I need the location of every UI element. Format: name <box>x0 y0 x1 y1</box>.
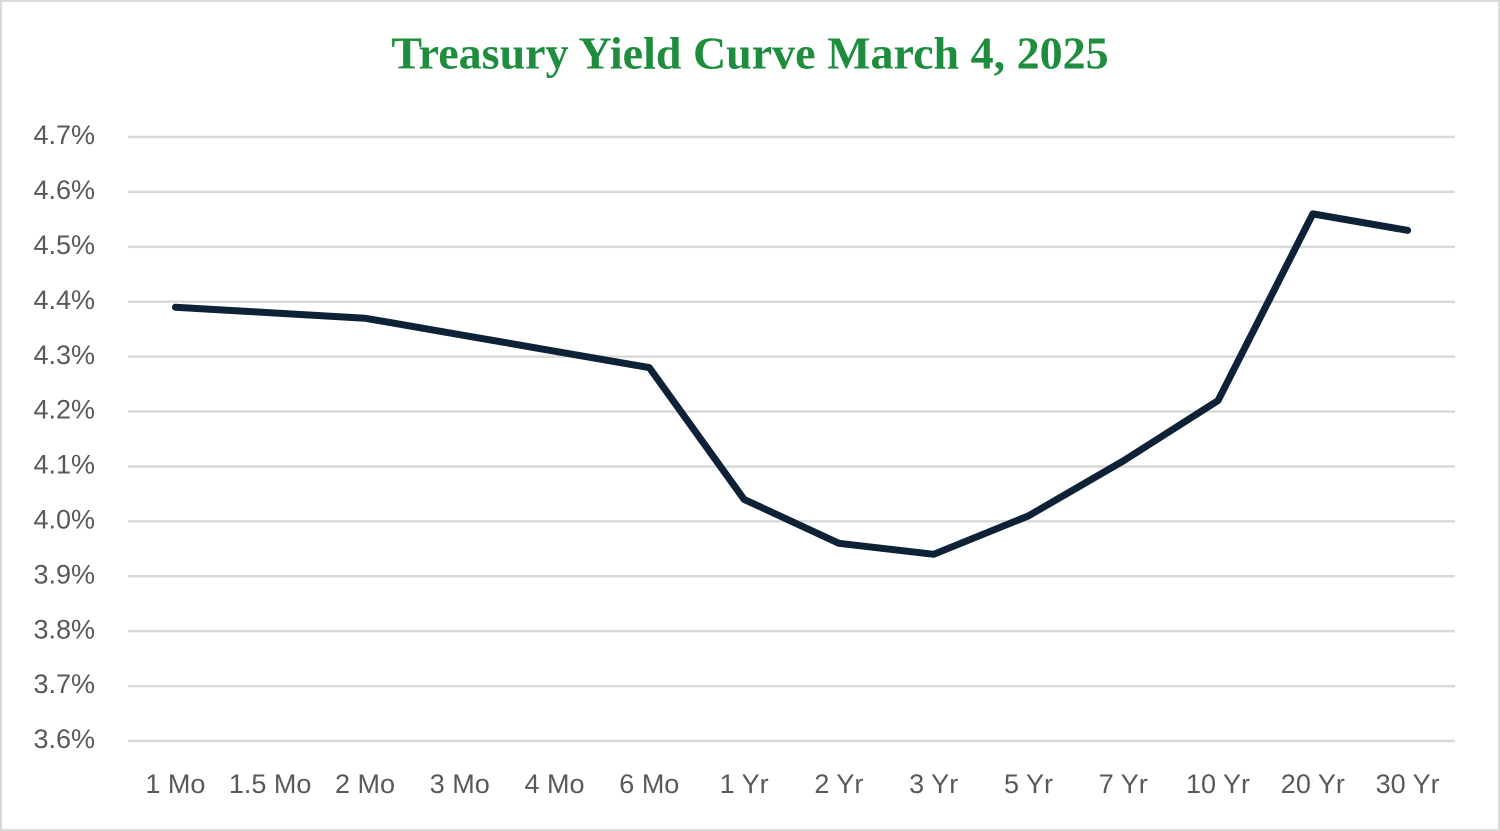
x-tick-label: 1 Mo <box>145 769 205 799</box>
y-tick-label: 4.4% <box>33 285 95 315</box>
x-tick-label: 2 Mo <box>335 769 395 799</box>
y-tick-label: 4.3% <box>33 340 95 370</box>
y-tick-label: 4.0% <box>33 504 95 534</box>
y-tick-label: 4.1% <box>33 450 95 480</box>
chart-title: Treasury Yield Curve March 4, 2025 <box>391 28 1108 79</box>
line-series <box>171 210 1412 558</box>
x-tick-label: 20 Yr <box>1281 769 1345 799</box>
x-tick-label: 3 Mo <box>430 769 490 799</box>
y-tick-label: 4.7% <box>33 120 95 150</box>
x-tick-label: 1.5 Mo <box>229 769 312 799</box>
x-tick-label: 3 Yr <box>909 769 958 799</box>
x-tick-label: 7 Yr <box>1099 769 1148 799</box>
x-tick-label: 30 Yr <box>1376 769 1440 799</box>
y-tick-label: 3.6% <box>33 724 95 754</box>
y-tick-label: 3.9% <box>33 559 95 589</box>
y-tick-label: 4.6% <box>33 175 95 205</box>
x-tick-label: 1 Yr <box>720 769 769 799</box>
y-tick-label: 3.7% <box>33 669 95 699</box>
y-tick-label: 4.2% <box>33 395 95 425</box>
x-tick-label: 10 Yr <box>1186 769 1250 799</box>
y-tick-label: 4.5% <box>33 230 95 260</box>
x-tick-label: 5 Yr <box>1004 769 1053 799</box>
x-tick-label: 6 Mo <box>619 769 679 799</box>
x-tick-label: 4 Mo <box>525 769 585 799</box>
x-tick-label: 2 Yr <box>814 769 863 799</box>
y-tick-label: 3.8% <box>33 614 95 644</box>
